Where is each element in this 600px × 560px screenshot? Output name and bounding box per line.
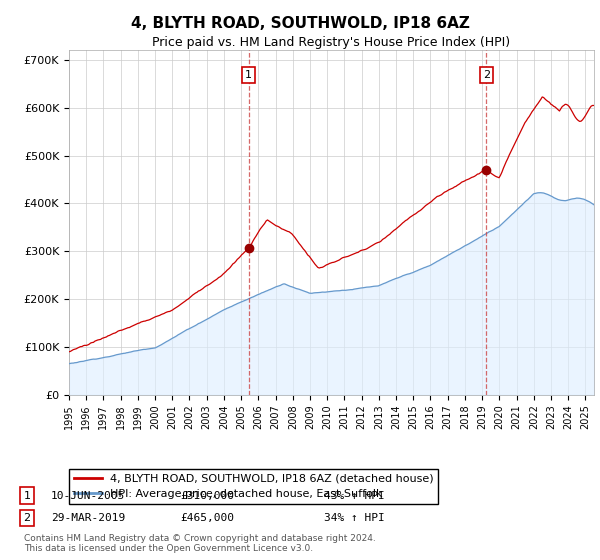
- Text: £465,000: £465,000: [180, 513, 234, 523]
- Text: 4, BLYTH ROAD, SOUTHWOLD, IP18 6AZ: 4, BLYTH ROAD, SOUTHWOLD, IP18 6AZ: [131, 16, 469, 31]
- Legend: 4, BLYTH ROAD, SOUTHWOLD, IP18 6AZ (detached house), HPI: Average price, detache: 4, BLYTH ROAD, SOUTHWOLD, IP18 6AZ (deta…: [70, 469, 439, 503]
- Text: This data is licensed under the Open Government Licence v3.0.: This data is licensed under the Open Gov…: [24, 544, 313, 553]
- Text: 43% ↑ HPI: 43% ↑ HPI: [324, 491, 385, 501]
- Text: 2: 2: [23, 513, 31, 523]
- Text: 34% ↑ HPI: 34% ↑ HPI: [324, 513, 385, 523]
- Text: Contains HM Land Registry data © Crown copyright and database right 2024.: Contains HM Land Registry data © Crown c…: [24, 534, 376, 543]
- Text: £310,000: £310,000: [180, 491, 234, 501]
- Text: 1: 1: [245, 70, 252, 80]
- Text: 10-JUN-2005: 10-JUN-2005: [51, 491, 125, 501]
- Text: 2: 2: [482, 70, 490, 80]
- Title: Price paid vs. HM Land Registry's House Price Index (HPI): Price paid vs. HM Land Registry's House …: [152, 36, 511, 49]
- Text: 1: 1: [23, 491, 31, 501]
- Text: 29-MAR-2019: 29-MAR-2019: [51, 513, 125, 523]
